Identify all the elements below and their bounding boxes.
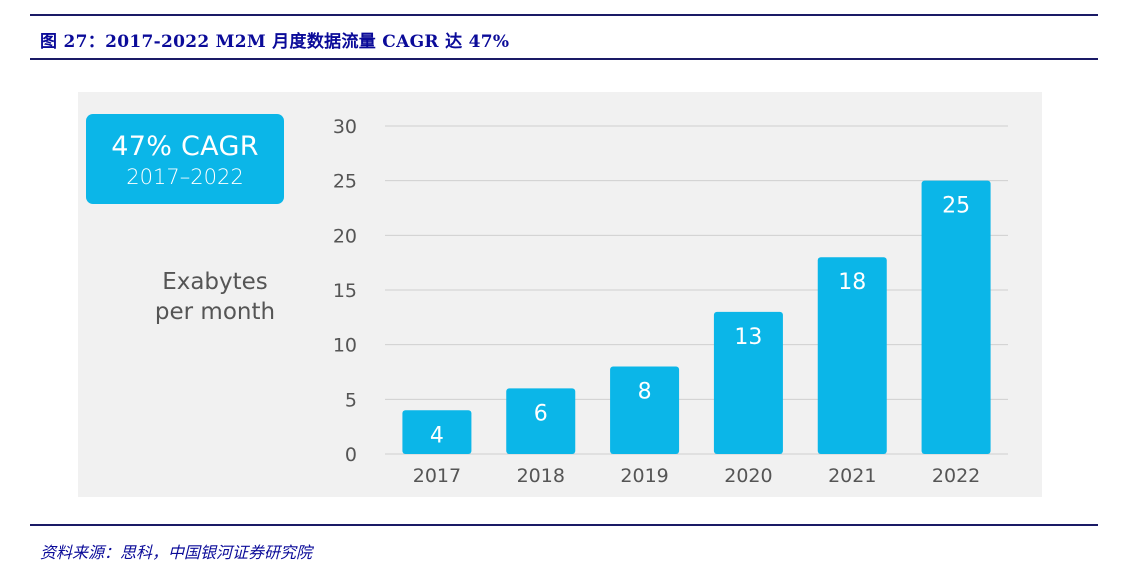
y-axis-label: Exabytes per month (120, 267, 310, 327)
cagr-badge: 47% CAGR 2017–2022 (86, 114, 284, 204)
y-tick-label: 0 (345, 444, 357, 466)
x-tick-label: 2020 (724, 465, 772, 487)
x-tick-label: 2021 (828, 465, 876, 487)
y-axis-label-line-1: Exabytes (162, 269, 268, 295)
cagr-value: 47% CAGR (111, 131, 259, 162)
title-top-rule (30, 14, 1098, 16)
bar-2017 (402, 410, 472, 454)
x-tick-label: 2017 (413, 465, 461, 487)
bar-2019 (610, 366, 680, 454)
bar-2021 (817, 257, 887, 454)
y-tick-label: 10 (333, 335, 357, 357)
cagr-period: 2017–2022 (126, 165, 244, 189)
source-note: 资料来源：思科，中国银河证券研究院 (40, 543, 313, 562)
bar-value-label: 13 (734, 325, 762, 350)
bar-value-label: 6 (534, 401, 548, 426)
bar-2022 (921, 180, 991, 454)
bar-2018 (506, 388, 576, 454)
y-tick-label: 5 (345, 389, 357, 411)
x-tick-label: 2019 (620, 465, 668, 487)
figure-title: 图 27：2017-2022 M2M 月度数据流量 CAGR 达 47% (40, 32, 510, 52)
x-tick-label: 2022 (932, 465, 980, 487)
bar-value-label: 8 (638, 380, 652, 405)
title-bottom-rule (30, 58, 1098, 60)
bar-value-label: 4 (430, 423, 444, 448)
bar-value-label: 18 (838, 270, 866, 295)
bar-2020 (713, 311, 783, 454)
y-tick-label: 15 (333, 280, 357, 302)
y-tick-label: 30 (333, 116, 357, 138)
y-tick-label: 25 (333, 171, 357, 193)
footer-rule (30, 524, 1098, 526)
x-tick-label: 2018 (517, 465, 565, 487)
bar-value-label: 25 (942, 194, 970, 219)
y-axis-label-line-2: per month (154, 299, 276, 325)
y-tick-label: 20 (333, 225, 357, 247)
